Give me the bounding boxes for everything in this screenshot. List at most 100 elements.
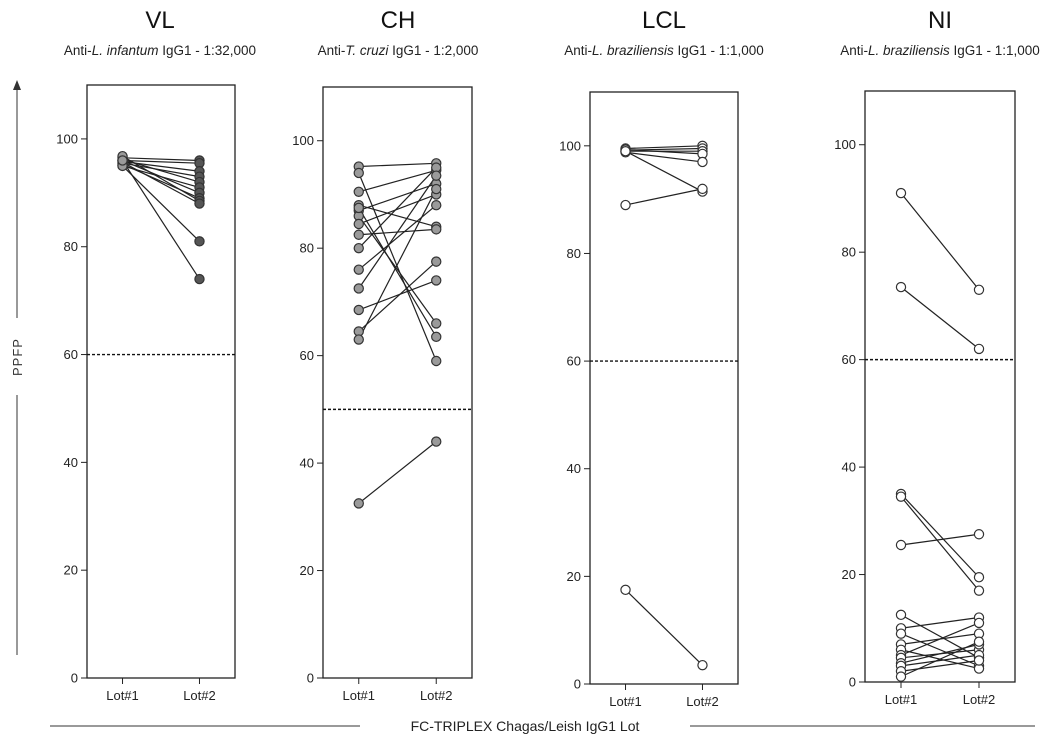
y-tick-label: 100 [559,138,581,153]
panel-title: LCL [642,7,686,34]
lot1-point [353,186,364,197]
pair-line [358,207,437,338]
lot2-point [431,436,442,447]
lot1-point [117,155,128,166]
panel-title: NI [928,7,952,34]
lot1-point [353,304,364,316]
pair-line [358,261,437,332]
lot2-point [697,183,708,195]
x-axis-title: FC-TRIPLEX Chagas/Leish IgG1 Lot [411,718,640,734]
lot2-point [973,655,985,666]
lot1-point [895,539,907,551]
plot-frame [864,90,1016,683]
pair-line [122,165,200,242]
pair-line [900,622,980,656]
plot-frame [322,86,473,679]
x-tick-label: Lot#2 [686,694,719,709]
pair-line [358,175,437,289]
panel-title: VL [145,7,174,34]
lot2-point [431,256,442,267]
lot2-point [973,343,985,355]
pair-line [900,493,980,578]
lot2-point [431,183,442,195]
pair-line [122,161,200,205]
x-tick-label: Lot#1 [106,688,139,703]
lot1-point [895,187,907,199]
panel-title: CH [381,7,416,34]
pair-line [122,163,200,199]
pair-line [358,204,437,271]
y-tick-label: 60 [567,354,581,369]
x-tick-label: Lot#1 [885,692,918,707]
lot2-point [973,636,985,647]
pair-line [358,204,437,228]
pair-line [358,172,437,362]
y-tick-label: 40 [64,455,78,470]
pair-line [900,192,980,291]
lot2-point [973,585,985,596]
x-tick-label: Lot#2 [963,692,996,707]
panel-subtitle: Anti-T. cruzi IgG1 - 1:2,000 [318,43,479,58]
pair-line [900,654,980,667]
lot1-point [353,242,364,254]
pair-line [625,589,703,666]
y-tick-label: 20 [567,569,581,584]
lot1-point [353,229,364,240]
y-tick-label: 20 [300,563,314,578]
panel-subtitle: Anti-L. infantum IgG1 - 1:32,000 [64,43,256,58]
panel-ch: CH Anti-T. cruzi IgG1 - 1:2,000 0 20 40 60 80 1… [292,7,478,703]
y-tick-label: 80 [842,245,856,260]
lot2-point [431,318,442,329]
pair-line [625,145,703,150]
pair-line [900,659,980,672]
y-tick-label: 80 [64,239,78,254]
pair-line [358,441,437,504]
pair-line [625,151,703,163]
lot2-point [194,273,205,285]
panel-lcl: LCL Anti-L. braziliensis IgG1 - 1:1,000 0 2… [559,7,764,709]
lot1-point [353,218,364,230]
lot1-point [353,498,364,509]
pair-line [358,193,437,225]
x-tick-label: Lot#2 [420,688,453,703]
pair-line [122,155,200,202]
y-tick-label: 100 [56,131,78,146]
y-tick-label: 40 [567,461,581,476]
y-tick-label: 40 [300,456,314,471]
pair-line [900,286,980,350]
pair-line [358,188,437,340]
lot2-point [431,224,442,235]
lot2-point [431,170,442,181]
panel-ni: NI Anti-L. braziliensis IgG1 - 1:1,000 0 20… [834,7,1040,707]
lot2-point [194,236,205,247]
lot1-point [895,671,907,682]
y-axis-arrow-icon [13,80,21,90]
lot1-point [620,584,631,596]
pair-line [358,169,437,193]
y-tick-label: 20 [64,563,78,578]
lot1-point [895,609,907,621]
lot2-point [431,275,442,286]
panel-vl: VL Anti-L. infantum IgG1 - 1:32,000 0 20 40 6… [56,7,256,703]
lot2-point [194,198,205,209]
pair-line [122,160,200,280]
lot1-point [353,283,364,294]
y-axis-title: PPFP [10,338,25,376]
y-tick-label: 0 [71,671,78,686]
lot2-point [973,572,985,583]
pair-line [358,183,437,212]
y-tick-label: 80 [567,246,581,261]
lot1-point [353,334,364,345]
lot1-point [353,167,364,179]
pair-line [625,188,703,206]
lot1-point [620,145,631,157]
y-tick-label: 0 [574,677,581,692]
pair-line [625,148,703,155]
lot2-point [973,529,985,540]
plot-frame [86,84,236,679]
lot2-point [431,355,442,367]
y-tick-label: 100 [292,133,314,148]
lot2-point [697,659,708,671]
panel-subtitle: Anti-L. braziliensis IgG1 - 1:1,000 [840,43,1040,58]
